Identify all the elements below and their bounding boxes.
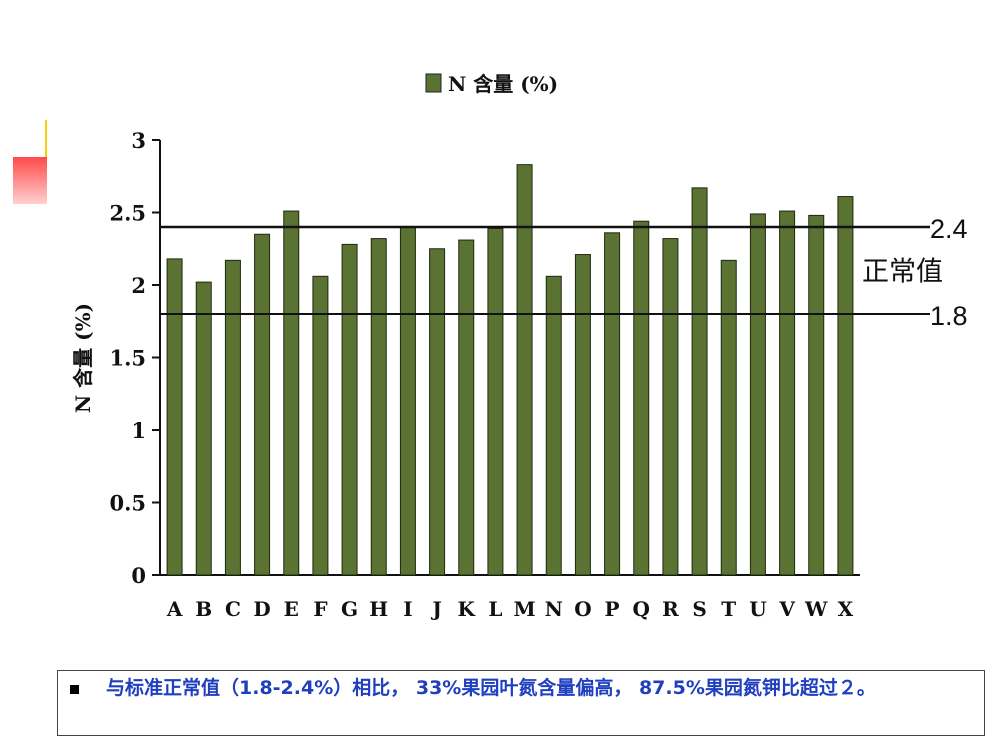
x-tick-label: B [195, 597, 212, 621]
y-tick-label: 2 [131, 273, 146, 298]
reference-line-label: 1.8 [930, 301, 968, 331]
x-tick-label: M [514, 597, 536, 621]
x-tick-label: U [749, 597, 766, 621]
x-tick-label: I [403, 597, 412, 621]
x-tick-label: E [284, 597, 299, 621]
x-tick-label: G [341, 597, 358, 621]
bar [837, 196, 854, 576]
bar [312, 275, 329, 576]
x-tick-label: F [313, 597, 327, 621]
x-tick-label: P [605, 597, 620, 621]
bullet-icon [70, 685, 79, 694]
normal-range-label: 正常值 [862, 257, 943, 288]
x-tick-label: H [369, 597, 388, 621]
bar [545, 275, 562, 576]
bar [633, 220, 650, 576]
bar [779, 210, 796, 576]
x-tick-label: K [458, 597, 476, 621]
bar [808, 214, 825, 576]
accent-bar [45, 120, 47, 158]
bar [516, 164, 533, 576]
accent-block [13, 157, 47, 204]
bar [341, 243, 358, 576]
bar [254, 233, 271, 576]
x-tick-label: L [488, 597, 502, 621]
bar [604, 232, 621, 576]
footer-text: 与标准正常值（1.8-2.4%）相比， 33%果园叶氮含量偏高， 87.5%果园… [106, 677, 876, 699]
bar [166, 258, 183, 576]
reference-line-label: 2.4 [930, 214, 968, 244]
x-tick-label: X [838, 597, 854, 621]
bar [224, 259, 241, 576]
footer-box: 与标准正常值（1.8-2.4%）相比， 33%果园叶氮含量偏高， 87.5%果园… [57, 670, 985, 736]
x-tick-label: N [545, 597, 563, 621]
x-tick-label: W [804, 597, 828, 621]
x-tick-label: T [721, 597, 736, 621]
y-tick-label: 1 [131, 418, 146, 443]
x-tick-label: A [166, 597, 183, 621]
bar [691, 187, 708, 576]
bar [195, 281, 212, 576]
x-tick-label: J [430, 597, 441, 621]
y-tick-label: 1.5 [109, 346, 146, 371]
bar [720, 259, 737, 576]
bar [487, 227, 504, 576]
bar [574, 254, 591, 576]
y-tick-label: 2.5 [109, 201, 146, 226]
bar [749, 213, 766, 576]
bar [370, 238, 387, 576]
legend-label: N 含量 (%) [448, 72, 558, 96]
x-tick-label: Q [633, 597, 650, 621]
bar [662, 238, 679, 576]
y-tick-label: 0 [131, 563, 146, 588]
x-tick-label: S [692, 597, 706, 621]
y-tick-label: 3 [131, 128, 146, 153]
bar [458, 239, 475, 576]
x-tick-label: C [225, 597, 241, 621]
x-tick-label: O [574, 597, 591, 621]
x-tick-label: R [662, 597, 679, 621]
y-axis-title: N 含量 (%) [71, 303, 95, 413]
x-tick-label: V [778, 597, 795, 621]
y-tick-label: 0.5 [109, 491, 146, 516]
legend-swatch [425, 73, 442, 93]
bar [283, 210, 300, 576]
bar [399, 226, 416, 576]
bar [429, 248, 446, 576]
x-tick-label: D [253, 597, 270, 621]
